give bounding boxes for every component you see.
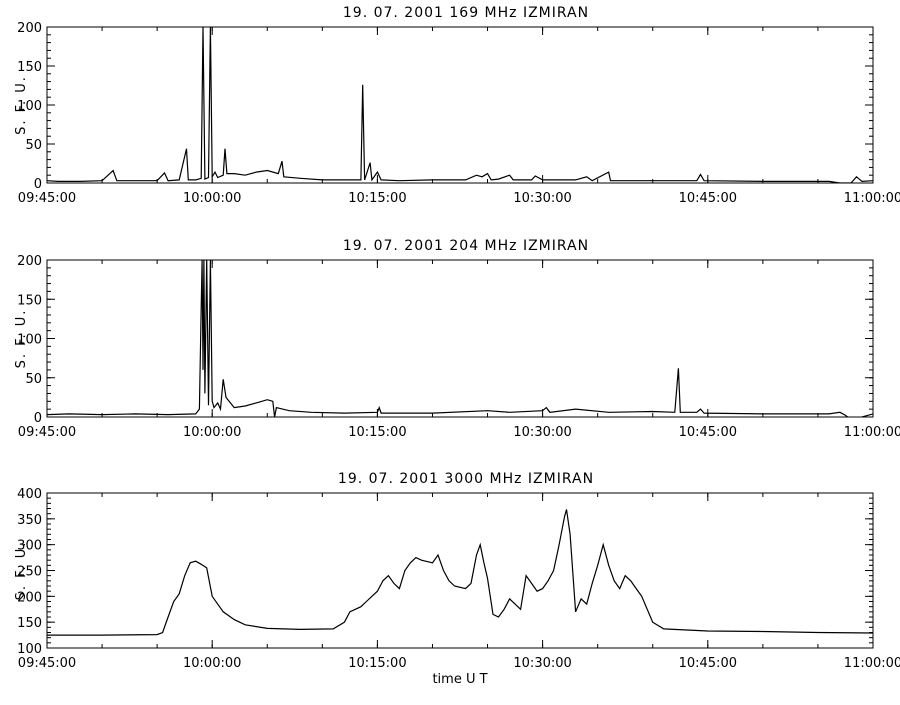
y-tick-label: 100 [17,333,42,348]
y-tick-label: 250 [17,565,42,580]
chart-title: 19. 07. 2001 169 MHz IZMIRAN [343,5,589,21]
y-tick-label: 150 [17,616,42,631]
x-tick-label: 10:15:00 [348,191,406,206]
x-tick-label: 10:15:00 [348,656,406,671]
series-line-1 [47,260,873,417]
x-tick-label: 10:15:00 [348,425,406,440]
x-tick-label: 11:00:00 [844,425,900,440]
series-line-1 [47,27,873,183]
series-line-1 [47,509,873,636]
x-tick-label: 09:45:00 [18,656,76,671]
x-tick-label: 10:00:00 [183,656,241,671]
x-tick-label: 11:00:00 [844,191,900,206]
x-axis-label: time U T [432,672,487,687]
y-tick-label: 200 [17,254,42,269]
y-tick-label: 200 [17,21,42,36]
x-tick-label: 09:45:00 [18,191,76,206]
x-tick-label: 10:00:00 [183,425,241,440]
chart-title: 19. 07. 2001 204 MHz IZMIRAN [343,238,589,254]
chart-title: 19. 07. 2001 3000 MHz IZMIRAN [338,471,594,487]
y-tick-label: 400 [17,487,42,502]
y-tick-label: 200 [17,590,42,605]
y-tick-label: 50 [25,372,42,387]
x-tick-label: 10:30:00 [513,656,571,671]
y-tick-label: 150 [17,60,42,75]
y-axis-label: S. F. U. [14,309,29,369]
chart-panel-1: 19. 07. 2001 169 MHz IZMIRAN S. F. U. 0 50 1… [14,5,900,206]
y-tick-label: 50 [25,138,42,153]
plot-frame [46,259,874,418]
x-tick-label: 09:45:00 [18,425,76,440]
y-axis-label: S. F. U. [14,541,29,601]
y-tick-label: 300 [17,539,42,554]
y-tick-label: 100 [17,99,42,114]
x-tick-label: 10:45:00 [679,656,737,671]
x-tick-label: 10:45:00 [679,425,737,440]
y-axis-label: S. F. U. [14,75,29,135]
plot-frame [46,492,874,649]
x-tick-label: 10:45:00 [679,191,737,206]
x-tick-label: 10:30:00 [513,191,571,206]
y-tick-label: 350 [17,513,42,528]
plot-frame [46,26,874,184]
y-tick-label: 0 [34,177,42,192]
y-tick-label: 150 [17,293,42,308]
chart-panel-2: 19. 07. 2001 204 MHz IZMIRAN S. F. U. 0 50 1… [14,238,900,440]
y-tick-label: 100 [17,642,42,657]
x-tick-label: 11:00:00 [844,656,900,671]
y-tick-label: 0 [34,411,42,426]
chart-panel-3: 19. 07. 2001 3000 MHz IZMIRAN S. F. U. 100… [14,471,900,687]
x-tick-label: 10:30:00 [513,425,571,440]
x-tick-label: 10:00:00 [183,191,241,206]
